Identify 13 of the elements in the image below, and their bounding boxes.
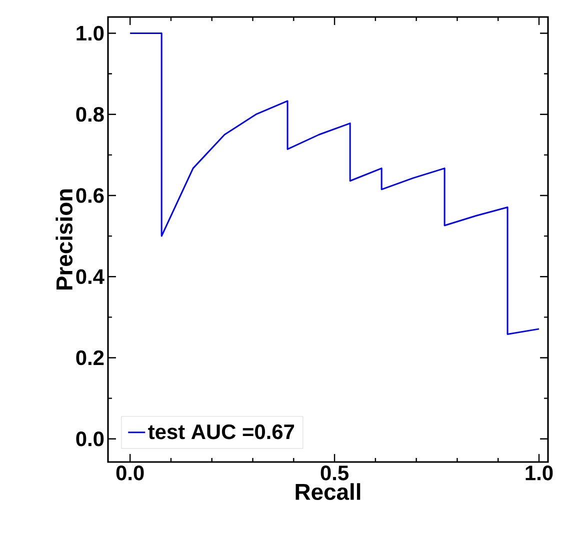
line-series <box>129 32 540 335</box>
y-tick-label: 0.8 <box>76 106 104 122</box>
y-tick-label: 0.2 <box>76 350 104 366</box>
x-tick-label: 0.0 <box>116 466 144 480</box>
x-tick-label: 0.5 <box>320 466 348 480</box>
y-tick-label: 0.0 <box>76 431 104 446</box>
y-tick-label: 1.0 <box>76 26 104 41</box>
y-axis-title: Precision <box>56 189 73 290</box>
legend-label: test AUC =0.67 <box>148 424 294 440</box>
y-tick-label: 0.6 <box>76 188 104 203</box>
y-tick-label: 0.4 <box>76 269 104 284</box>
x-tick-label: 1.0 <box>526 466 553 480</box>
x-axis-title: Recall <box>296 483 360 500</box>
